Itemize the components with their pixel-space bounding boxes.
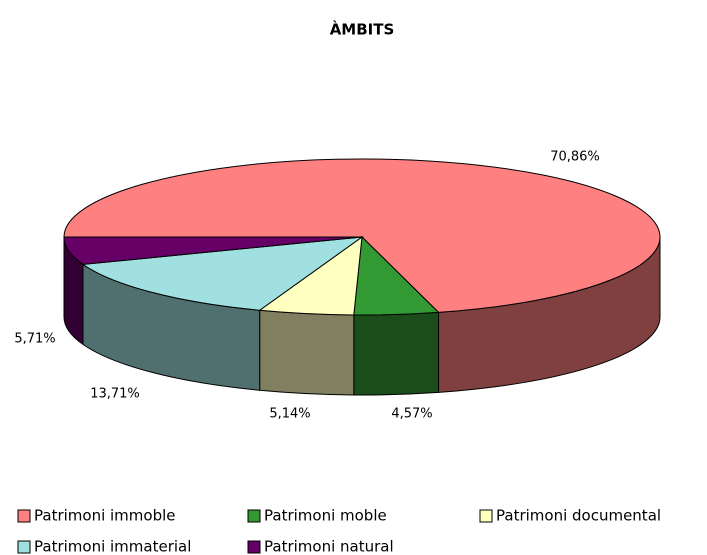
legend-swatch [479,509,493,523]
slice-side [259,309,355,396]
slice [81,236,364,311]
legend-swatch [247,509,261,523]
slice-tops [63,158,661,316]
legend-label: Patrimoni moble [264,507,387,525]
value-label: 5,14% [269,407,310,422]
legend-swatch [247,540,261,554]
legend-label: Patrimoni natural [264,538,394,555]
legend-swatch [17,540,31,554]
slice-side [353,311,440,396]
chart-title: ÀMBITS [330,20,395,39]
value-label: 70,86% [550,150,600,165]
value-label: 5,71% [14,332,55,347]
side-walls [63,236,661,396]
value-label: 4,57% [391,407,432,422]
legend-label: Patrimoni immoble [34,507,176,525]
slice [63,236,363,265]
slice [63,158,661,313]
legend-label: Patrimoni documental [496,507,661,525]
legend-swatch [17,509,31,523]
value-label: 13,71% [90,387,140,402]
legend-label: Patrimoni immaterial [34,538,191,555]
